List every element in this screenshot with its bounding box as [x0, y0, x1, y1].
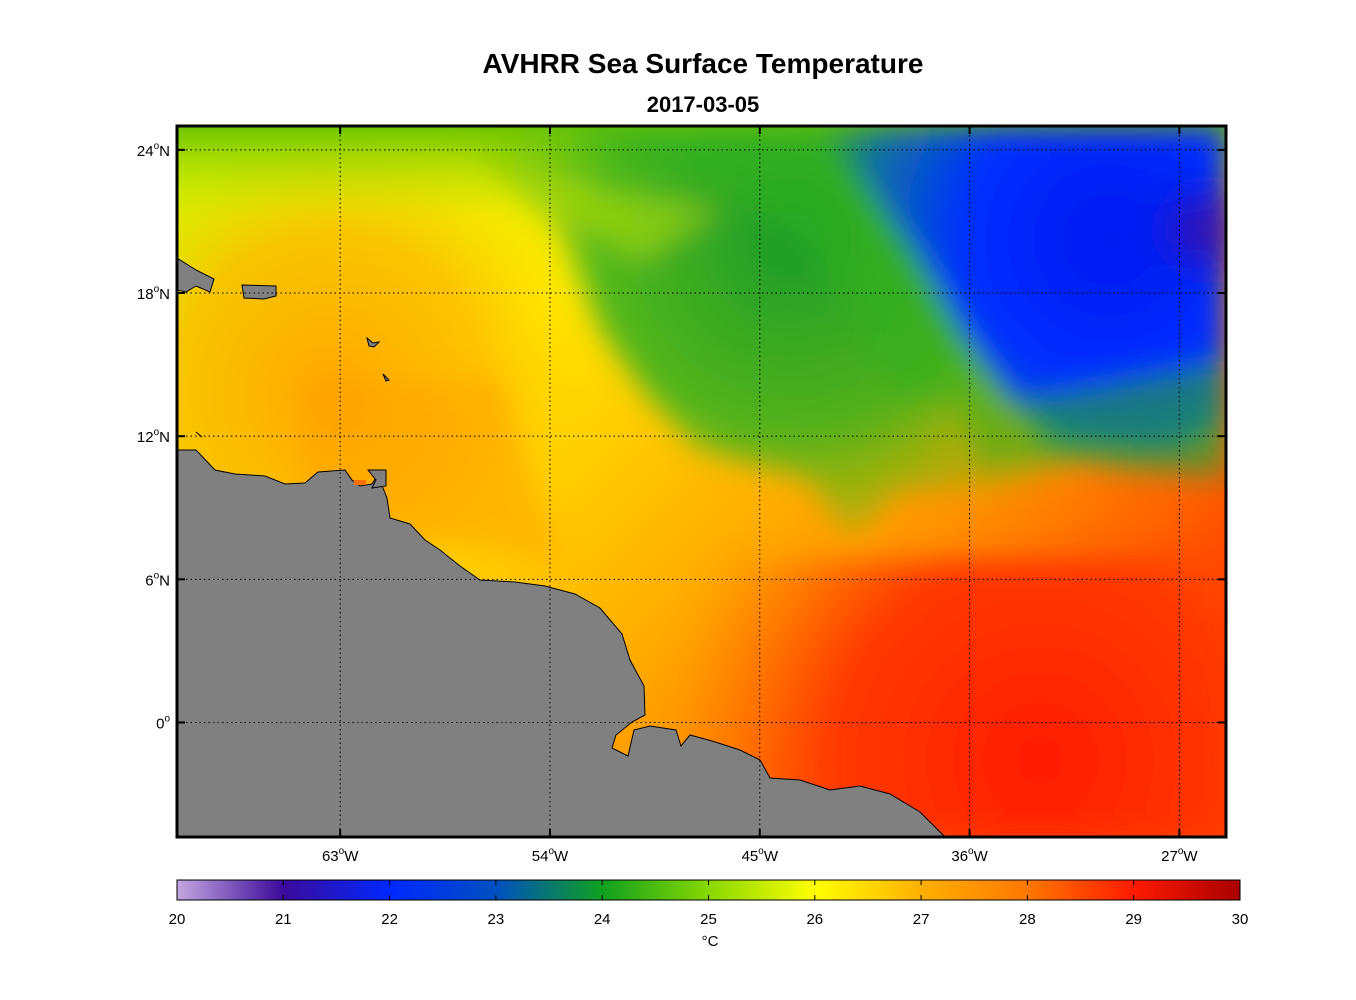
barbados — [382, 373, 390, 382]
grenada — [195, 431, 203, 438]
colorbar-tick-label: 21 — [275, 911, 292, 928]
lat-tick-labels: 24oN 18oN 12oN 6oN 0o — [137, 141, 171, 733]
lon-tick-labels: 63oW 54oW 45oW 36oW 27oW — [322, 846, 1198, 865]
lon-tick-label: 63oW — [322, 846, 359, 865]
colorbar-tick-label: 28 — [1019, 911, 1036, 928]
south-america-coast — [177, 449, 946, 837]
lon-tick-label: 45oW — [742, 846, 779, 865]
graticule — [177, 126, 1226, 837]
map-title: AVHRR Sea Surface Temperature — [482, 48, 924, 79]
colorbar-tick-label: 25 — [700, 911, 717, 928]
colorbar-tick-label: 27 — [913, 911, 930, 928]
lat-tick-label: 24oN — [137, 141, 170, 160]
colorbar-ticks: 20 21 22 23 24 25 26 27 28 29 30 — [169, 880, 1249, 928]
lat-tick-label: 12oN — [137, 427, 170, 446]
puerto-rico — [241, 284, 277, 300]
lon-tick-label: 54oW — [532, 846, 569, 865]
lat-tick-label: 0o — [156, 713, 170, 732]
map-frame — [175, 124, 1228, 839]
colorbar-tick-label: 26 — [806, 911, 823, 928]
colorbar-tick-label: 23 — [488, 911, 505, 928]
lon-tick-label: 36oW — [951, 846, 988, 865]
trinidad — [366, 469, 387, 489]
land — [177, 257, 946, 837]
lat-tick-label: 18oN — [137, 284, 170, 303]
lon-tick-label: 27oW — [1161, 846, 1198, 865]
colorbar-tick-label: 20 — [169, 911, 186, 928]
colorbar-tick-label: 24 — [594, 911, 611, 928]
lat-tick-label: 6oN — [145, 570, 170, 589]
guadeloupe — [366, 336, 381, 348]
colorbar-tick-label: 22 — [381, 911, 398, 928]
colorbar-tick-label: 30 — [1232, 911, 1249, 928]
colorbar-tick-label: 29 — [1125, 911, 1142, 928]
map-subtitle: 2017-03-05 — [646, 92, 760, 117]
colorbar-unit: °C — [701, 933, 719, 950]
